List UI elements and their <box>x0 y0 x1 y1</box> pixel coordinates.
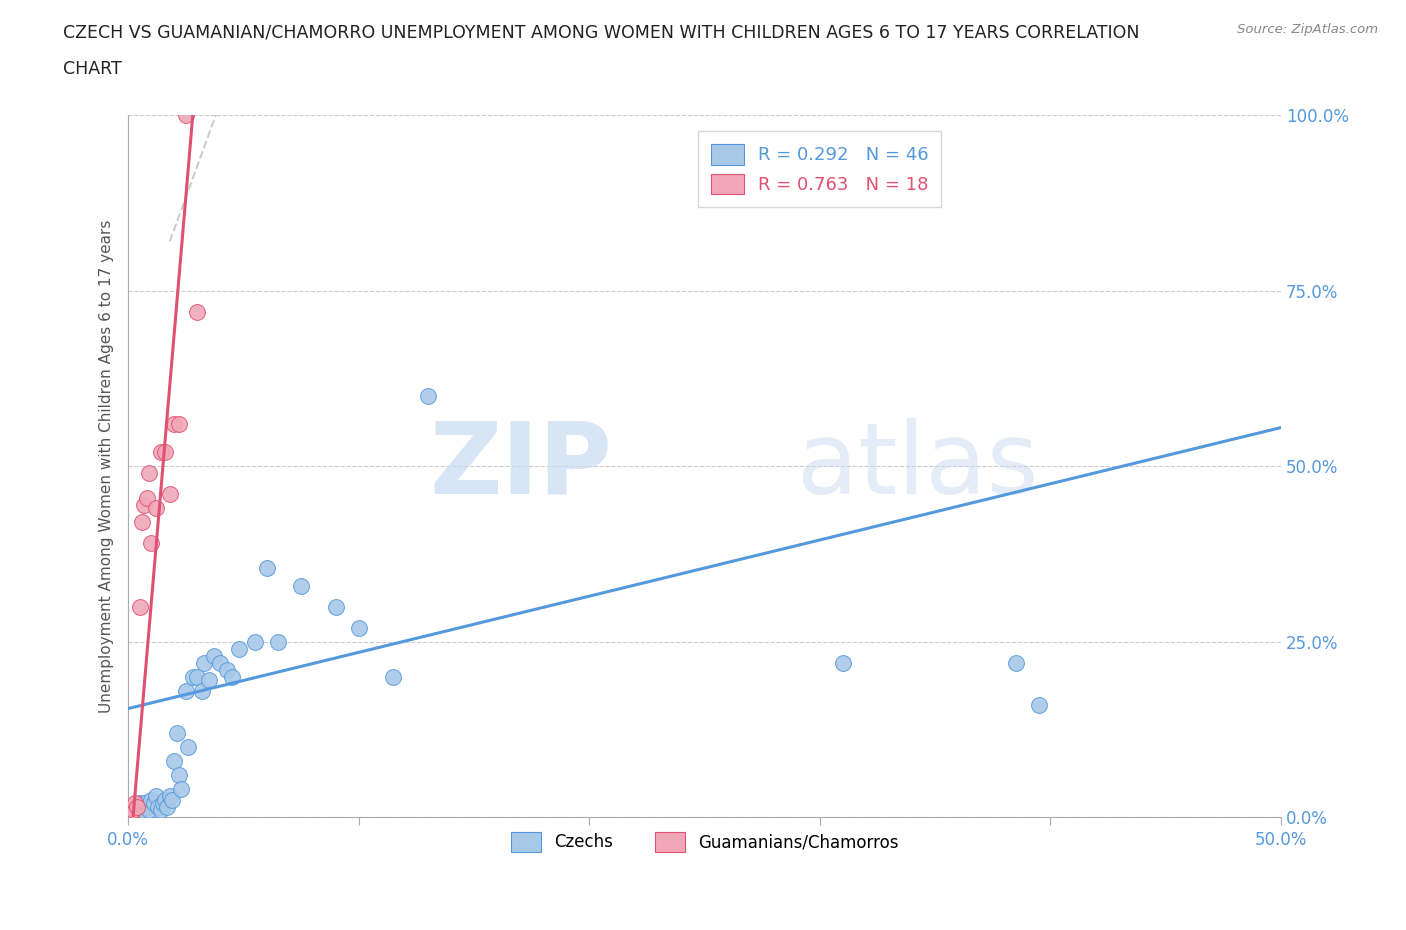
Point <box>160 792 183 807</box>
Point <box>127 803 149 817</box>
Point <box>228 642 250 657</box>
Legend: Czechs, Guamanians/Chamorros: Czechs, Guamanians/Chamorros <box>505 826 905 858</box>
Point <box>153 445 176 459</box>
Point <box>382 670 405 684</box>
Point <box>138 803 160 817</box>
Point <box>142 796 165 811</box>
Point <box>832 656 855 671</box>
Point <box>128 796 150 811</box>
Point <box>131 515 153 530</box>
Point <box>170 782 193 797</box>
Text: Source: ZipAtlas.com: Source: ZipAtlas.com <box>1237 23 1378 36</box>
Point <box>163 417 186 432</box>
Point <box>145 501 167 516</box>
Text: atlas: atlas <box>797 418 1039 514</box>
Point <box>191 684 214 698</box>
Y-axis label: Unemployment Among Women with Children Ages 6 to 17 years: Unemployment Among Women with Children A… <box>100 219 114 713</box>
Point <box>135 800 157 815</box>
Point <box>202 648 225 663</box>
Point <box>149 445 172 459</box>
Point <box>325 599 347 614</box>
Point <box>135 490 157 505</box>
Point <box>149 803 172 817</box>
Point <box>124 796 146 811</box>
Point <box>127 800 149 815</box>
Point <box>167 768 190 783</box>
Point <box>145 789 167 804</box>
Point <box>159 487 181 502</box>
Point <box>163 754 186 769</box>
Point <box>141 792 163 807</box>
Point <box>209 656 232 671</box>
Point <box>193 656 215 671</box>
Point <box>186 670 208 684</box>
Point <box>153 792 176 807</box>
Point <box>121 803 143 817</box>
Point <box>134 796 156 811</box>
Point <box>177 739 200 754</box>
Point <box>124 803 146 817</box>
Point <box>1028 698 1050 712</box>
Point <box>198 673 221 688</box>
Point <box>167 417 190 432</box>
Point <box>128 599 150 614</box>
Point <box>159 789 181 804</box>
Point <box>221 670 243 684</box>
Point <box>186 304 208 319</box>
Text: CZECH VS GUAMANIAN/CHAMORRO UNEMPLOYMENT AMONG WOMEN WITH CHILDREN AGES 6 TO 17 : CZECH VS GUAMANIAN/CHAMORRO UNEMPLOYMENT… <box>63 23 1140 41</box>
Point <box>120 806 142 821</box>
Point <box>138 466 160 481</box>
Point <box>120 806 142 821</box>
Point <box>141 536 163 551</box>
Point <box>181 670 204 684</box>
Point <box>148 800 170 815</box>
Point <box>134 498 156 512</box>
Point <box>267 634 290 649</box>
Point <box>174 108 197 123</box>
Point <box>290 578 312 593</box>
Point <box>121 804 143 819</box>
Point <box>156 800 179 815</box>
Point <box>174 684 197 698</box>
Text: CHART: CHART <box>63 60 122 78</box>
Point <box>152 796 174 811</box>
Point <box>217 662 239 677</box>
Point <box>256 561 278 576</box>
Point <box>243 634 266 649</box>
Point <box>166 725 188 740</box>
Point <box>347 620 370 635</box>
Point <box>1005 656 1028 671</box>
Point <box>416 389 439 404</box>
Text: ZIP: ZIP <box>429 418 613 514</box>
Point <box>131 803 153 817</box>
